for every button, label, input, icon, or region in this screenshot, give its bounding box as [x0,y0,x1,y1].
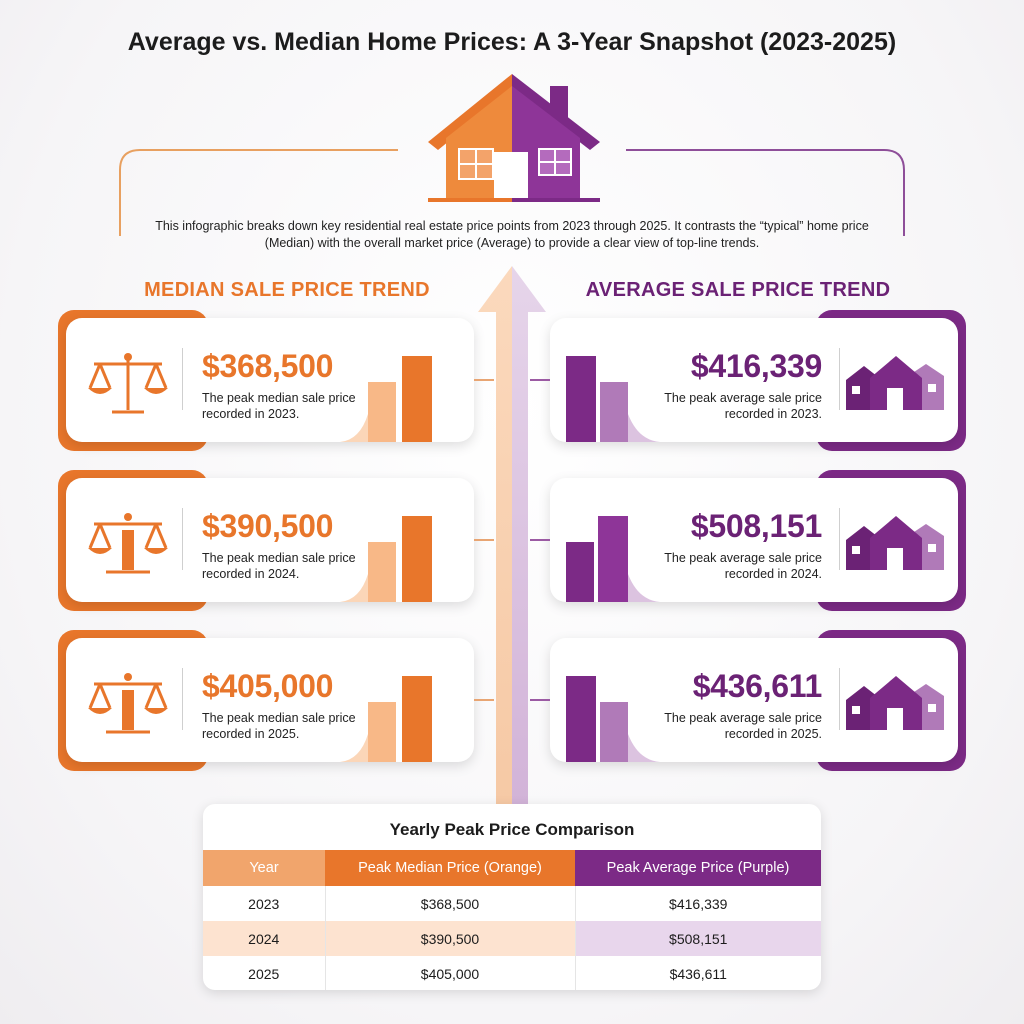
scales-icon [88,513,168,574]
median-desc: The peak median sale price recorded in 2… [202,551,356,581]
average-section-title: AVERAGE SALE PRICE TREND [585,279,891,301]
median-price: $368,500 [202,348,334,384]
comparison-table-card: Yearly Peak Price Comparison Year Peak M… [203,804,821,990]
header-bracket [119,149,905,236]
table-cell-average: $416,339 [669,895,728,912]
scales-icon [88,353,168,414]
divider [182,348,183,410]
average-card-2023: $416,339 The peak average sale price rec… [550,318,958,442]
orange-bar-graphic [340,516,432,602]
average-price: $416,339 [690,348,822,384]
median-card-2025: $405,000 The peak median sale price reco… [66,638,474,762]
scales-icon [88,673,168,734]
table-header-year: Year [203,850,325,886]
divider [839,508,840,570]
median-price: $390,500 [202,508,334,544]
page-title: Average vs. Median Home Prices: A 3-Year… [127,28,897,56]
average-card-2024: $508,151 The peak average sale price rec… [550,478,958,602]
houses-icon [846,676,944,730]
table-cell-average: $436,611 [669,965,727,982]
table-header-row: Year Peak Median Price (Orange) Peak Ave… [203,850,821,886]
trend-arrow [478,266,546,807]
houses-icon [846,356,944,410]
table-cell-median: $368,500 [325,886,576,921]
table-cell-average: $508,151 [575,921,821,956]
table-title: Yearly Peak Price Comparison [389,820,635,839]
connector-line [474,539,494,541]
average-desc: The peak average sale price recorded in … [664,391,822,421]
purple-bar-graphic [566,676,660,762]
average-desc: The peak average sale price recorded in … [664,711,822,741]
table-header-median: Peak Median Price (Orange) [325,850,575,886]
house-icon [428,74,600,202]
connector-line [530,379,550,381]
orange-bar-graphic [340,356,432,442]
comparison-table: Year Peak Median Price (Orange) Peak Ave… [203,850,821,990]
table-cell-year: 2025 [203,956,326,990]
divider [182,508,183,570]
average-desc: The peak average sale price recorded in … [664,551,822,581]
intro-text: This infographic breaks down key residen… [155,219,869,250]
median-desc: The peak median sale price recorded in 2… [202,391,356,421]
median-price: $405,000 [202,668,334,704]
divider [839,348,840,410]
table-cell-year: 2024 [203,921,326,956]
houses-icon [846,516,944,570]
average-price: $508,151 [690,508,822,544]
table-cell-median: $405,000 [325,956,576,990]
connector-line [474,699,494,701]
median-section-title: MEDIAN SALE PRICE TREND [144,279,430,301]
average-price: $436,611 [692,668,823,704]
orange-bar-graphic [340,676,432,762]
divider [839,668,840,730]
table-row: 2024 $390,500 $508,151 [203,921,821,956]
purple-bar-graphic [566,356,660,442]
connector-line [474,379,494,381]
table-header-average: Peak Average Price (Purple) [575,850,821,886]
median-desc: The peak median sale price recorded in 2… [202,711,356,741]
connector-line [530,699,550,701]
median-card-2024: $390,500 The peak median sale price reco… [66,478,474,602]
table-cell-year: 2023 [203,886,326,921]
connector-line [530,539,550,541]
purple-bar-graphic [566,516,660,602]
table-cell-median: $390,500 [325,921,576,956]
average-card-2025: $436,611 The peak average sale price rec… [550,638,958,762]
table-row: 2025 $405,000 $436,611 [203,956,821,990]
table-row: 2023 $368,500 $416,339 [203,886,821,921]
median-card-2023: $368,500 The peak median sale price reco… [66,318,474,442]
divider [182,668,183,730]
